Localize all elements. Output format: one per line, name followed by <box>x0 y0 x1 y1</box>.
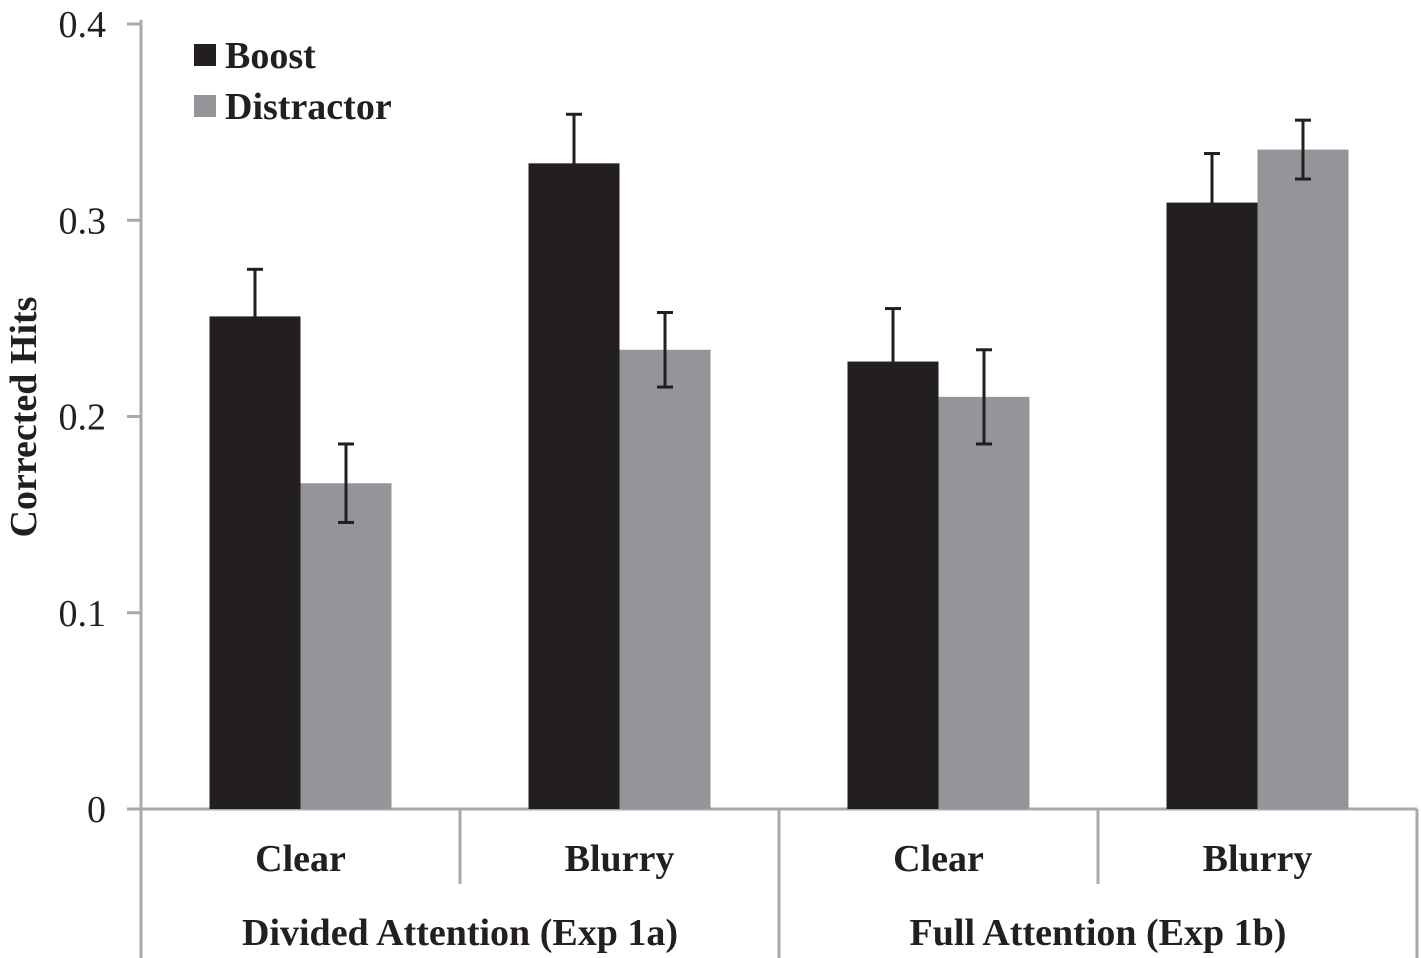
bars <box>209 149 1349 810</box>
bar-distractor-1 <box>619 349 711 809</box>
category-label: Clear <box>255 838 346 880</box>
bar-boost-2 <box>847 361 939 809</box>
axis-labels: 0 0.1 0.2 0.3 0.4 Clear Blurry Clear Blurry Divid… <box>3 4 1312 954</box>
bar-distractor-3 <box>1257 149 1349 810</box>
y-tick-label: 0.3 <box>59 200 107 242</box>
legend-label-boost: Boost <box>225 35 316 77</box>
category-label: Blurry <box>1203 838 1313 880</box>
legend: Boost Distractor <box>194 35 392 128</box>
group-label: Divided Attention (Exp 1a) <box>242 912 678 954</box>
legend-swatch-boost <box>194 44 216 66</box>
y-axis-label: Corrected Hits <box>3 297 45 538</box>
legend-label-distractor: Distractor <box>225 86 392 128</box>
bar-distractor-0 <box>300 483 392 809</box>
category-label: Clear <box>893 838 984 880</box>
bar-boost-0 <box>209 316 301 809</box>
error-bars <box>247 112 1311 524</box>
bar-boost-3 <box>1166 202 1258 809</box>
y-tick-label: 0.4 <box>59 4 107 46</box>
y-tick-label: 0.2 <box>59 397 107 439</box>
y-tick-label: 0 <box>87 789 106 831</box>
category-label: Blurry <box>565 838 675 880</box>
bar-distractor-2 <box>938 396 1030 809</box>
group-label: Full Attention (Exp 1b) <box>910 912 1287 954</box>
y-tick-label: 0.1 <box>59 593 107 635</box>
bar-boost-1 <box>528 163 620 809</box>
legend-swatch-distractor <box>194 95 216 117</box>
